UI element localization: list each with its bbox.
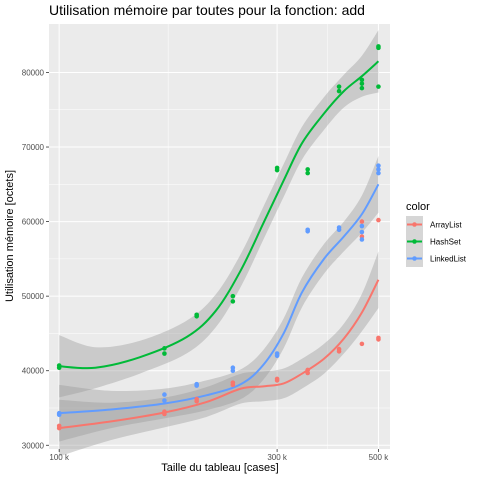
legend-item-linkedlist: LinkedList [406, 250, 467, 267]
data-point-linkedlist [376, 170, 381, 176]
data-point-arraylist [230, 380, 236, 385]
x-axis-ticks: 100 k 300 k 500 k [49, 449, 389, 462]
data-point-hashset [56, 363, 62, 368]
y-tick-label: 30000 [22, 441, 45, 450]
data-point-arraylist [305, 367, 310, 373]
data-point-linkedlist [305, 227, 310, 233]
data-points [56, 44, 381, 431]
confidence-band-linkedlist [59, 155, 379, 442]
y-tick-label: 70000 [22, 143, 45, 152]
data-point-linkedlist [336, 225, 342, 230]
data-point-linkedlist [376, 167, 381, 172]
x-axis-title: Taille du tableau [cases] [161, 462, 278, 474]
data-point-linkedlist [376, 163, 381, 168]
data-point-hashset [162, 351, 167, 356]
x-tick-label: 500 k [369, 453, 390, 462]
data-point-arraylist [336, 346, 342, 352]
data-point-hashset [230, 299, 236, 304]
data-point-hashset [305, 167, 310, 172]
data-point-arraylist [56, 423, 62, 429]
legend-title: color [406, 201, 430, 213]
legend-key-point [412, 222, 417, 227]
legend-label: ArrayList [430, 221, 462, 230]
confidence-band-hashset [59, 30, 379, 398]
legend-key-point [412, 256, 417, 261]
y-tick-label: 50000 [22, 292, 45, 301]
x-tick-label: 100 k [49, 453, 70, 462]
y-tick-label: 60000 [22, 218, 45, 227]
data-point-linkedlist [359, 229, 365, 235]
data-point-linkedlist [359, 237, 365, 242]
data-point-arraylist [376, 335, 381, 341]
y-axis-title: Utilisation mémoire [octets] [4, 170, 16, 302]
data-point-arraylist [359, 219, 365, 224]
legend-key-point [412, 239, 417, 244]
x-tick-label: 300 k [267, 453, 288, 462]
data-point-hashset [359, 77, 365, 83]
data-point-arraylist [376, 217, 381, 223]
confidence-bands [59, 30, 379, 457]
data-point-hashset [376, 84, 381, 89]
data-point-hashset [274, 165, 280, 171]
y-tick-label: 40000 [22, 367, 45, 376]
data-point-hashset [376, 44, 381, 49]
data-point-linkedlist [162, 398, 167, 403]
data-point-hashset [336, 88, 342, 94]
data-point-arraylist [359, 341, 365, 347]
data-point-linkedlist [359, 223, 365, 229]
legend-item-arraylist: ArrayList [406, 216, 462, 233]
legend-items: ArrayList HashSet LinkedList [406, 216, 467, 267]
data-point-arraylist [274, 376, 280, 382]
data-point-linkedlist [56, 410, 62, 416]
chart-title: Utilisation mémoire par toutes pour la f… [49, 2, 365, 18]
data-point-hashset [305, 170, 310, 176]
data-point-hashset [336, 84, 342, 89]
grid [49, 24, 390, 449]
plot-panel [49, 24, 390, 449]
data-point-arraylist [194, 396, 199, 402]
data-point-hashset [359, 81, 365, 86]
data-point-hashset [359, 85, 365, 91]
legend-label: HashSet [430, 238, 461, 247]
trend-lines [59, 60, 380, 430]
data-point-linkedlist [162, 392, 167, 397]
y-tick-label: 80000 [22, 68, 45, 77]
data-point-hashset [162, 346, 167, 351]
data-point-hashset [230, 293, 236, 299]
legend-label: LinkedList [430, 255, 467, 264]
trend-line-hashset [59, 60, 380, 370]
y-axis-ticks: 30000 40000 50000 60000 70000 80000 [22, 68, 49, 450]
confidence-band-arraylist [59, 251, 379, 457]
data-point-linkedlist [274, 351, 280, 356]
legend: color ArrayList HashSet LinkedList [406, 201, 467, 267]
data-point-linkedlist [230, 365, 236, 371]
trend-line-arraylist [59, 279, 380, 430]
trend-line-linkedlist [59, 183, 380, 415]
data-point-arraylist [162, 409, 167, 415]
legend-item-hashset: HashSet [406, 233, 461, 250]
data-point-linkedlist [194, 381, 199, 387]
data-point-hashset [194, 312, 199, 318]
